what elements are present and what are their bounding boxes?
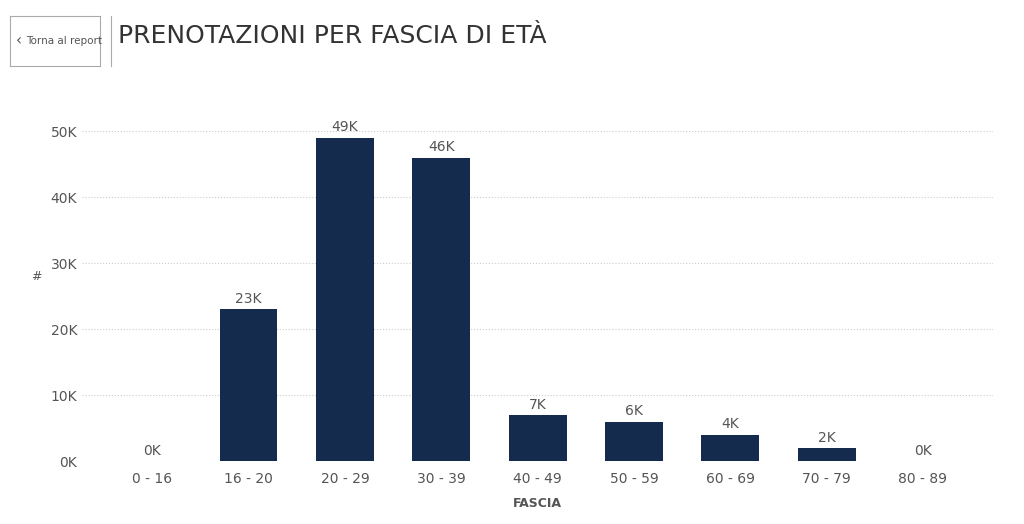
Text: PRENOTAZIONI PER FASCIA DI ETÀ: PRENOTAZIONI PER FASCIA DI ETÀ bbox=[118, 24, 547, 48]
Text: 7K: 7K bbox=[528, 398, 547, 412]
Text: Torna al report: Torna al report bbox=[27, 36, 102, 46]
Bar bbox=[605, 421, 663, 461]
Bar bbox=[413, 158, 470, 461]
Text: 2K: 2K bbox=[818, 431, 836, 445]
Text: 6K: 6K bbox=[625, 404, 643, 418]
Y-axis label: #: # bbox=[32, 270, 42, 283]
Bar bbox=[220, 309, 278, 461]
X-axis label: FASCIA: FASCIA bbox=[513, 497, 562, 510]
Text: 0K: 0K bbox=[143, 444, 161, 458]
Text: 0K: 0K bbox=[914, 444, 932, 458]
Bar bbox=[798, 448, 855, 461]
Text: 23K: 23K bbox=[236, 292, 262, 306]
Text: ‹: ‹ bbox=[16, 33, 23, 48]
Text: 4K: 4K bbox=[721, 418, 739, 431]
Bar bbox=[701, 435, 759, 461]
Text: 49K: 49K bbox=[332, 121, 358, 135]
Text: 46K: 46K bbox=[428, 140, 455, 154]
Bar bbox=[316, 138, 374, 461]
Bar bbox=[509, 415, 566, 461]
